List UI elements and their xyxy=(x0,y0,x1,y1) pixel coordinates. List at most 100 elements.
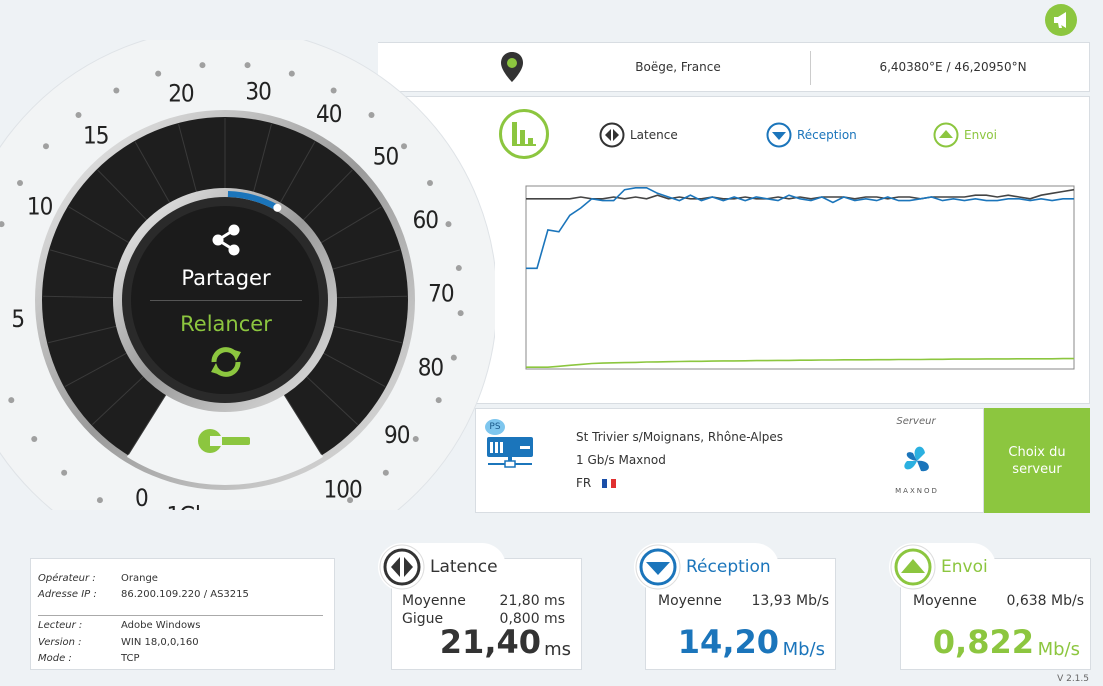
location-coords: 6,40380°E / 46,20950°N xyxy=(879,60,1027,74)
latency-title: Latence xyxy=(430,557,498,577)
upload-icon xyxy=(890,544,936,590)
version-label: Version : xyxy=(38,637,82,648)
upload-unit: Mb/s xyxy=(1037,639,1080,660)
gauge-divider-line xyxy=(319,350,386,388)
reception-value: 14,20 xyxy=(677,623,779,661)
chart-toggle-button[interactable] xyxy=(499,109,549,159)
series-line-reception xyxy=(526,186,1074,270)
legend-latency[interactable]: Latence xyxy=(599,122,678,148)
server-caption: Serveur xyxy=(896,416,936,427)
gauge-tick-label: 50 xyxy=(373,142,399,170)
latency-avg-value: 21,80 ms xyxy=(499,593,565,609)
gauge-tick-label: 5 xyxy=(11,305,24,333)
legend-upload[interactable]: Envoi xyxy=(933,122,997,148)
gauge-tick-label: 10 xyxy=(27,193,53,221)
version-value: WIN 18,0,0,160 xyxy=(121,637,199,648)
gauge-divider-line xyxy=(68,206,133,246)
gauge-dot xyxy=(8,397,15,404)
gauge-divider xyxy=(150,300,302,301)
legend-upload-label: Envoi xyxy=(964,128,997,142)
download-icon xyxy=(635,544,681,590)
gauge-dot xyxy=(450,354,457,361)
upload-title: Envoi xyxy=(941,557,988,577)
gauge-divider-line xyxy=(277,141,316,207)
gauge-dot xyxy=(347,497,354,504)
legend-reception-label: Réception xyxy=(797,128,857,142)
settings-button[interactable] xyxy=(190,420,260,460)
gauge-tick-label: 40 xyxy=(316,100,342,128)
location-bar: Boëge, France 6,40380°E / 46,20950°N xyxy=(378,42,1090,92)
gauge-dot xyxy=(155,70,162,77)
announce-button[interactable] xyxy=(1045,4,1077,36)
server-capacity: 1 Gb/s Maxnod xyxy=(576,453,666,467)
mode-value: TCP xyxy=(121,653,140,664)
gauge-divider-line xyxy=(303,373,359,425)
gauge-dot xyxy=(457,310,464,317)
gauge-dot xyxy=(96,497,103,504)
latency-value: 21,40 xyxy=(439,623,541,661)
gauge-divider-line xyxy=(252,123,272,196)
server-name: St Trivier s/Moignans, Rhône-Alpes xyxy=(576,430,784,444)
reception-avg-label: Moyenne xyxy=(658,593,722,609)
reception-avg-value: 13,93 Mb/s xyxy=(751,593,829,609)
maxnod-logo: MAXNOD xyxy=(887,439,947,497)
gauge-tick-label: 1Gb xyxy=(167,502,208,510)
connection-info: Opérateur : Orange Adresse IP : 86.200.1… xyxy=(30,558,335,670)
latency-avg-label: Moyenne xyxy=(402,593,466,609)
maxnod-logo-text: MAXNOD xyxy=(895,487,939,495)
gauge-divider-line xyxy=(49,249,122,271)
reception-card-header: Réception xyxy=(634,543,779,591)
upload-value: 0,822 xyxy=(932,623,1034,661)
chart-panel: Latence Réception Envoi xyxy=(388,96,1090,404)
gauge-divider-line xyxy=(43,295,118,299)
wrench-icon xyxy=(198,429,250,453)
gauge-tick-label: 15 xyxy=(83,122,108,150)
gauge-tick-label: 80 xyxy=(418,354,444,382)
gauge-dot xyxy=(42,143,49,150)
server-badge: PS xyxy=(485,419,505,435)
gauge-divider-line xyxy=(332,295,407,299)
gauge-tick-label: 500 xyxy=(245,508,283,510)
gauge-dot xyxy=(0,221,5,228)
info-divider xyxy=(38,615,323,616)
gauge-tick-label: 70 xyxy=(428,279,454,307)
latency-icon xyxy=(599,122,625,148)
restart-button[interactable]: Relancer xyxy=(150,308,302,388)
gauge-dot xyxy=(330,87,337,94)
location-divider xyxy=(810,51,811,85)
series-line-envoi xyxy=(526,357,1074,368)
gauge-dot xyxy=(244,62,251,69)
gauge-dot xyxy=(113,87,120,94)
share-label: Partager xyxy=(181,266,271,290)
gauge-tick-label: 60 xyxy=(413,206,439,234)
reception-title: Réception xyxy=(686,557,771,577)
gauge-divider-line xyxy=(134,141,173,207)
gauge-divider-line xyxy=(328,249,401,271)
gauge-divider-line xyxy=(300,169,353,224)
mode-label: Mode : xyxy=(38,653,72,664)
latency-card-header: Latence xyxy=(378,543,506,591)
france-flag-icon xyxy=(602,479,617,488)
upload-icon xyxy=(933,122,959,148)
choose-server-label: Choix du serveur xyxy=(1008,444,1066,477)
choose-server-button[interactable]: Choix du serveur xyxy=(984,408,1090,513)
location-city: Boëge, France xyxy=(635,60,721,74)
gauge-dot xyxy=(31,435,38,442)
server-panel: PS St Trivier s/Moignans, Rhône-Alpes 1 … xyxy=(475,408,984,513)
throughput-chart xyxy=(525,185,1075,370)
gauge-dot xyxy=(199,62,206,69)
gauge-tick-label: 90 xyxy=(384,421,410,449)
share-button[interactable]: Partager xyxy=(150,220,302,298)
gauge-divider-line xyxy=(97,169,150,224)
gauge-needle-dot xyxy=(273,203,282,212)
app-version: V 2.1.5 xyxy=(1057,674,1089,684)
gauge-dot xyxy=(288,70,295,77)
latency-unit: ms xyxy=(544,639,571,660)
operator-label: Opérateur : xyxy=(38,573,96,584)
refresh-icon xyxy=(211,347,241,377)
operator-value: Orange xyxy=(121,573,158,584)
gauge-dot xyxy=(426,180,433,187)
legend-reception[interactable]: Réception xyxy=(766,122,857,148)
gauge-divider-line xyxy=(329,324,403,344)
gauge-dot xyxy=(17,180,24,187)
